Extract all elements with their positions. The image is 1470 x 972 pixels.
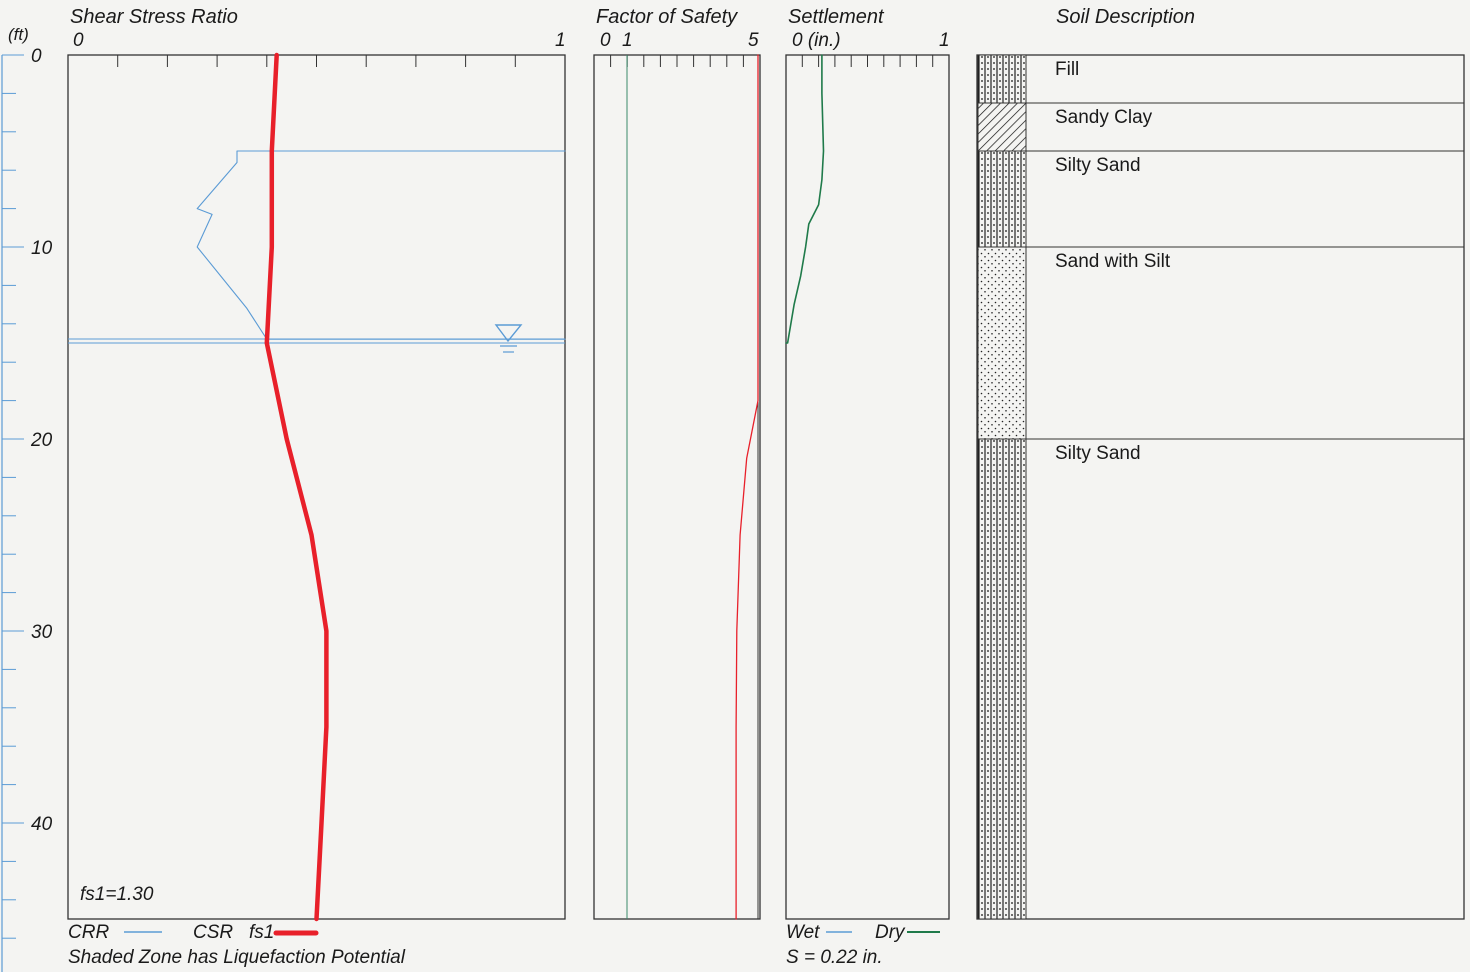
soil-layer-pattern <box>977 54 1027 104</box>
fos-panel-title: Factor of Safety <box>596 6 738 28</box>
depth-units-label: (ft) <box>8 25 29 44</box>
fs1-series-line <box>735 54 759 920</box>
water-table-marker <box>494 324 523 353</box>
legend-csr-label: CSR <box>193 922 233 943</box>
soil-layer-label: Sandy Clay <box>1055 107 1153 128</box>
fos-max-label: 5 <box>748 30 759 51</box>
soil-panel-title: Soil Description <box>1056 6 1195 28</box>
soil-layer-label: Fill <box>1055 59 1079 80</box>
settle-min-label: 0 (in.) <box>792 30 841 51</box>
crr-series-line <box>196 150 566 340</box>
soil-layer-pattern <box>977 438 1027 920</box>
csr-series-line <box>264 52 329 922</box>
dry-settlement-line <box>785 54 825 344</box>
legend-note: Shaded Zone has Liquefaction Potential <box>68 947 406 968</box>
fos-one-label: 1 <box>622 30 633 51</box>
soil-layer-pattern <box>977 150 1027 248</box>
depth-axis-ticks: 0 10 20 30 40 <box>2 46 53 939</box>
shear-max-label: 1 <box>555 30 566 51</box>
soil-layer-pattern <box>977 246 1027 440</box>
depth-tick-label: 30 <box>31 622 53 643</box>
fs-value-annotation: fs1=1.30 <box>80 884 154 905</box>
shear-min-label: 0 <box>73 30 84 51</box>
soil-layer-pattern <box>977 102 1027 152</box>
shear-panel-title: Shear Stress Ratio <box>70 6 238 28</box>
settle-panel-frame <box>785 54 950 920</box>
depth-tick-label: 10 <box>31 238 53 259</box>
settle-panel-title: Settlement <box>788 6 885 28</box>
legend-fs-label: fs1 <box>249 922 274 943</box>
soil-panel-frame <box>976 54 1465 920</box>
top-axis-ticks <box>67 55 950 67</box>
fos-min-label: 0 <box>600 30 611 51</box>
legend-wet-label: Wet <box>786 922 820 943</box>
series-layer <box>68 52 825 922</box>
settlement-total: S = 0.22 in. <box>786 947 883 968</box>
soil-column: Fill Sandy Clay Silty Sand Sand with Silt Si… <box>977 54 1464 920</box>
depth-tick-label: 20 <box>30 430 53 451</box>
legend-dry-label: Dry <box>875 922 906 943</box>
soil-layer-label: Silty Sand <box>1055 443 1141 464</box>
depth-tick-label: 0 <box>31 46 42 67</box>
settle-max-label: 1 <box>939 30 950 51</box>
shear-panel-frame <box>67 54 566 920</box>
soil-layer-label: Silty Sand <box>1055 155 1141 176</box>
depth-tick-label: 40 <box>31 814 53 835</box>
soil-layer-label: Sand with Silt <box>1055 251 1171 272</box>
legend-crr-label: CRR <box>68 922 109 943</box>
fos-panel-frame <box>593 54 761 920</box>
